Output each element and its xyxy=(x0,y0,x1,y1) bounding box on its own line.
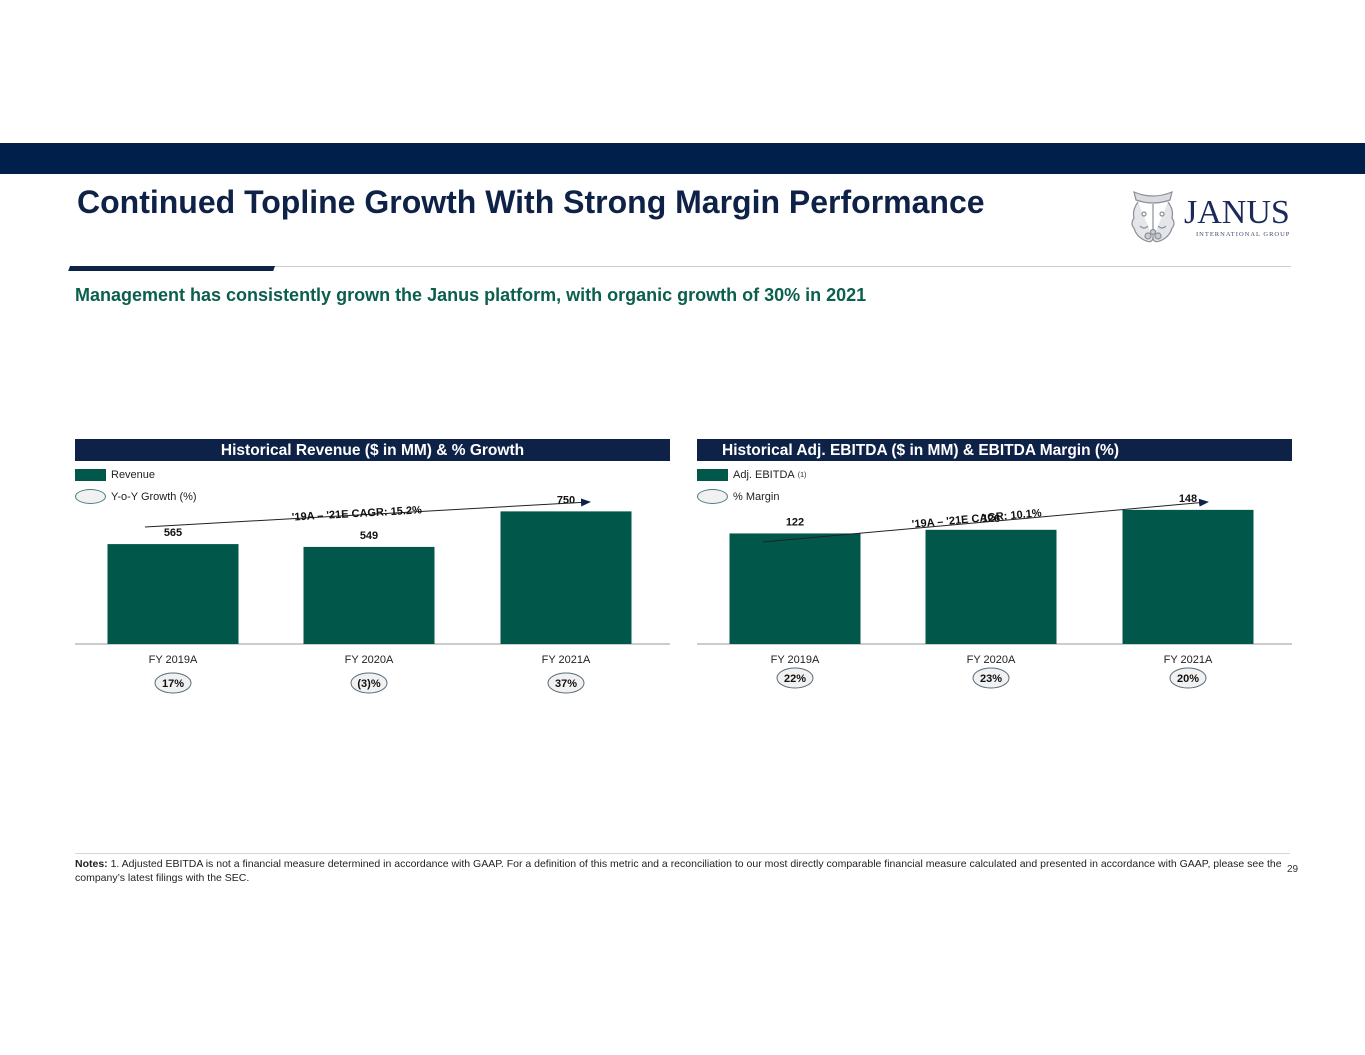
cagr-annotation: '19A – '21E CAGR: 15.2% xyxy=(292,504,423,523)
category-tick-label: FY 2019A xyxy=(771,654,820,666)
logo-tagline: INTERNATIONAL GROUP xyxy=(1196,231,1291,238)
bar-fy-2019a xyxy=(729,533,861,644)
bar-fy-2021a xyxy=(500,511,632,644)
legend-label: Adj. EBITDA xyxy=(733,469,795,481)
bar-fy-2020a xyxy=(925,529,1057,644)
legend-item-adj-ebitda: Adj. EBITDA (1) xyxy=(697,469,806,481)
legend-item-growth: Y-o-Y Growth (%) xyxy=(75,489,197,504)
janus-two-faced-head-icon xyxy=(1131,190,1175,243)
title-divider xyxy=(70,266,1291,267)
category-tick-label: FY 2020A xyxy=(967,654,1016,666)
legend-swatch-bar xyxy=(697,469,728,481)
legend-label: Revenue xyxy=(111,469,156,481)
ebitda-chart-panel: Historical Adj. EBITDA ($ in MM) & EBITD… xyxy=(697,439,1292,709)
legend-swatch-bar xyxy=(75,469,106,481)
revenue-chart-title: Historical Revenue ($ in MM) & % Growth xyxy=(75,439,670,461)
bar-value-label: 549 xyxy=(360,530,378,542)
percent-oval-label: 22% xyxy=(784,673,806,685)
bar-fy-2019a xyxy=(107,544,239,644)
page-subtitle: Management has consistently grown the Ja… xyxy=(75,285,867,305)
category-tick-label: FY 2019A xyxy=(149,654,198,666)
top-banner xyxy=(0,143,1365,174)
ebitda-chart-title: Historical Adj. EBITDA ($ in MM) & EBITD… xyxy=(697,439,1292,461)
legend-item-margin: % Margin xyxy=(697,489,779,504)
legend-oval xyxy=(697,489,728,504)
category-tick-label: FY 2021A xyxy=(542,654,591,666)
percent-oval xyxy=(1169,667,1207,689)
percent-oval-label: 37% xyxy=(555,678,577,690)
revenue-bar-chart: 565 FY 2019A 17% 549 FY 2020A (3)% 750 FY 2021A… xyxy=(75,494,670,694)
category-tick-label: FY 2020A xyxy=(345,654,394,666)
bar-fy-2021a xyxy=(1122,509,1254,644)
percent-oval xyxy=(350,672,388,694)
legend-label: Y-o-Y Growth (%) xyxy=(111,490,197,503)
janus-logo: JANUS INTERNATIONAL GROUP xyxy=(1126,188,1291,248)
bar-value-label: 565 xyxy=(164,527,182,539)
bar-value-label: 122 xyxy=(786,516,804,528)
page-number: 29 xyxy=(1287,864,1299,875)
page-title: Continued Topline Growth With Strong Mar… xyxy=(77,184,985,220)
percent-oval-label: 23% xyxy=(980,673,1002,685)
cagr-arrow xyxy=(762,498,1209,543)
cagr-arrow xyxy=(144,498,591,528)
percent-oval xyxy=(776,667,814,689)
legend-oval xyxy=(75,489,106,504)
category-tick-label: FY 2021A xyxy=(1164,654,1213,666)
bar-value-label: 750 xyxy=(557,494,575,506)
title-divider-accent xyxy=(68,266,275,271)
percent-oval xyxy=(972,667,1010,689)
percent-oval xyxy=(547,672,585,694)
legend-item-revenue: Revenue xyxy=(75,469,155,481)
bar-value-label: 148 xyxy=(1179,493,1197,505)
notes-label: Notes: xyxy=(75,858,108,870)
percent-oval-label: (3)% xyxy=(357,678,380,690)
logo-wordmark: JANUS xyxy=(1184,194,1290,231)
cagr-annotation: '19A – '21E CAGR: 10.1% xyxy=(911,507,1042,531)
revenue-chart-panel: Historical Revenue ($ in MM) & % Growth … xyxy=(75,439,670,709)
footnotes: Notes: 1. Adjusted EBITDA is not a finan… xyxy=(75,857,1285,885)
percent-oval-label: 17% xyxy=(162,678,184,690)
percent-oval-label: 20% xyxy=(1177,673,1199,685)
bar-fy-2020a xyxy=(303,546,435,644)
notes-text: 1. Adjusted EBITDA is not a financial me… xyxy=(75,858,1282,884)
notes-divider xyxy=(75,853,1290,854)
footnote-marker: (1) xyxy=(797,471,807,479)
legend-label: % Margin xyxy=(733,490,780,503)
percent-oval xyxy=(154,672,192,694)
